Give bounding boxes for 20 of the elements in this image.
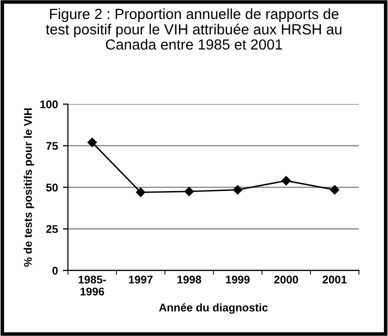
- y-tick-label: 50: [46, 184, 58, 192]
- point: [233, 185, 242, 194]
- x-tick-label: 1999: [226, 276, 250, 284]
- point: [330, 185, 340, 194]
- chart-title: Figure 2 : Proportion annuelle de rapports de test positif pour le VIH attribuée aux HRSH au Canada entre 1985 et 2001: [46, 8, 342, 50]
- point: [88, 138, 97, 148]
- x-tick-label: 1998: [177, 276, 202, 284]
- x-tick-label: 1985- 1996: [78, 276, 106, 296]
- point: [184, 186, 194, 196]
- x-tick-label: 1997: [128, 276, 153, 284]
- point: [282, 176, 291, 186]
- point: [136, 188, 146, 197]
- y-tick-label: 75: [46, 142, 58, 150]
- y-tick-label: 100: [40, 100, 58, 108]
- y-axis-title: % de tests positifs pour le VIH: [24, 108, 34, 267]
- y-tick-label: 0: [52, 266, 58, 275]
- x-tick-label: 2001: [322, 276, 347, 284]
- x-tick-label: 2000: [274, 276, 298, 284]
- x-axis-title: Année du diagnostic: [159, 303, 268, 314]
- y-tick-label: 25: [46, 225, 58, 234]
